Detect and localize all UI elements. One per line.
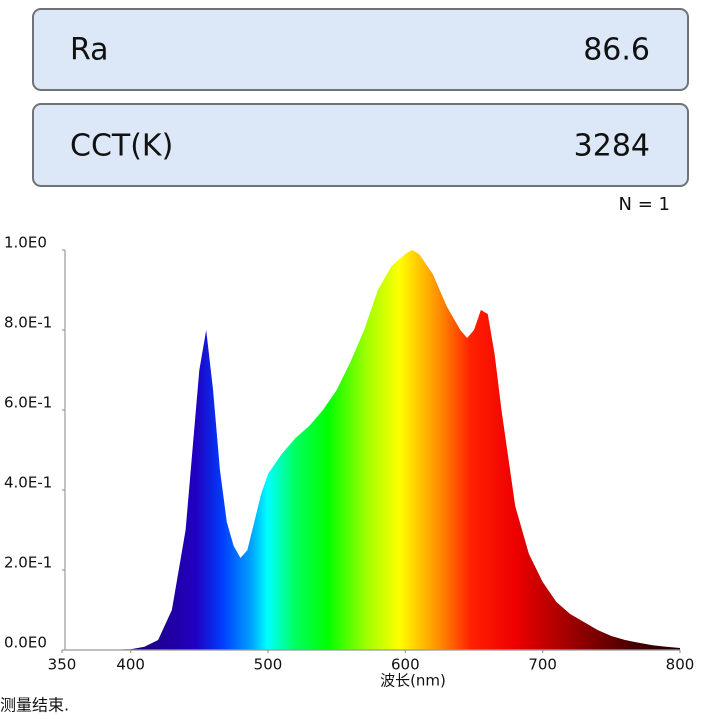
count-label: N = 1 [619,194,670,215]
x-tick-label: 400 [116,656,145,674]
x-tick-label: 800 [666,656,695,674]
card-box [32,8,689,91]
metric-value: 86.6 [583,33,650,68]
x-tick-label: 700 [528,656,557,674]
y-tick-label: 1.0E0 [4,234,47,252]
x-axis-label: 波长(nm) [380,672,446,690]
card-box [32,103,689,187]
y-tick-label: 4.0E-1 [4,474,52,492]
spectrum-chart: 0.0E0 2.0E-1 4.0E-1 6.0E-1 8.0E-1 1.0E0 350 400… [4,234,694,690]
y-tick-label: 6.0E-1 [4,394,52,412]
y-tick-label: 8.0E-1 [4,314,52,332]
x-tick-label: 350 [48,656,77,674]
status-text: 测量结束. [0,696,69,715]
x-tick-label: 600 [391,656,420,674]
y-tick-label: 2.0E-1 [4,554,52,572]
y-tick-label: 0.0E0 [4,634,47,652]
metric-label: Ra [70,33,109,68]
spectrum-area [62,250,680,650]
cct-card: CCT(K) 3284 [32,103,689,187]
ra-card: Ra 86.6 [32,8,689,91]
metric-label: CCT(K) [70,129,173,164]
x-tick-label: 500 [254,656,283,674]
metric-value: 3284 [574,129,650,164]
